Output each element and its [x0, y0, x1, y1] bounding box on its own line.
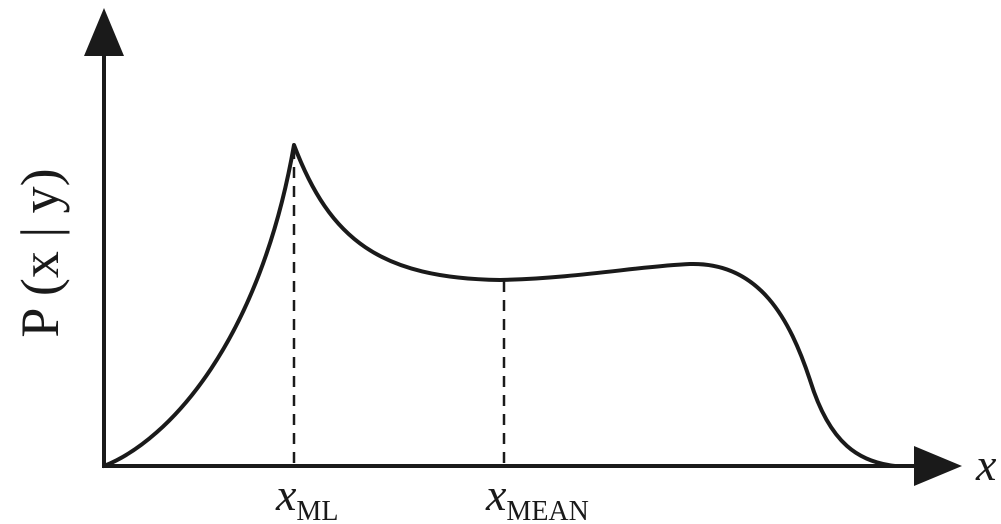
x-axis-arrowhead [914, 446, 962, 486]
mean-marker-label: xMEAN [485, 469, 589, 524]
y-axis-arrowhead [84, 8, 124, 56]
density-curve [102, 143, 897, 468]
y-axis-label: P (x | y) [10, 168, 70, 337]
mean-marker-subscript: MEAN [506, 496, 588, 524]
ml-marker-label: xML [275, 469, 338, 524]
ml-marker-subscript: ML [296, 496, 338, 524]
x-axis-label: x [975, 439, 997, 490]
ml-marker-symbol: x [275, 469, 297, 520]
mean-marker-symbol: x [485, 469, 507, 520]
